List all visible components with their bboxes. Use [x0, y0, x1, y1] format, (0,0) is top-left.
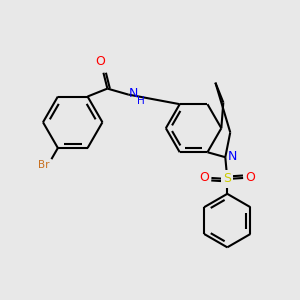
Text: Br: Br [38, 160, 50, 170]
Text: O: O [200, 172, 209, 184]
Text: S: S [223, 172, 231, 185]
Text: N: N [227, 150, 237, 163]
Text: O: O [245, 172, 255, 184]
Text: O: O [95, 55, 105, 68]
Text: H: H [137, 97, 145, 106]
Text: N: N [129, 87, 139, 100]
